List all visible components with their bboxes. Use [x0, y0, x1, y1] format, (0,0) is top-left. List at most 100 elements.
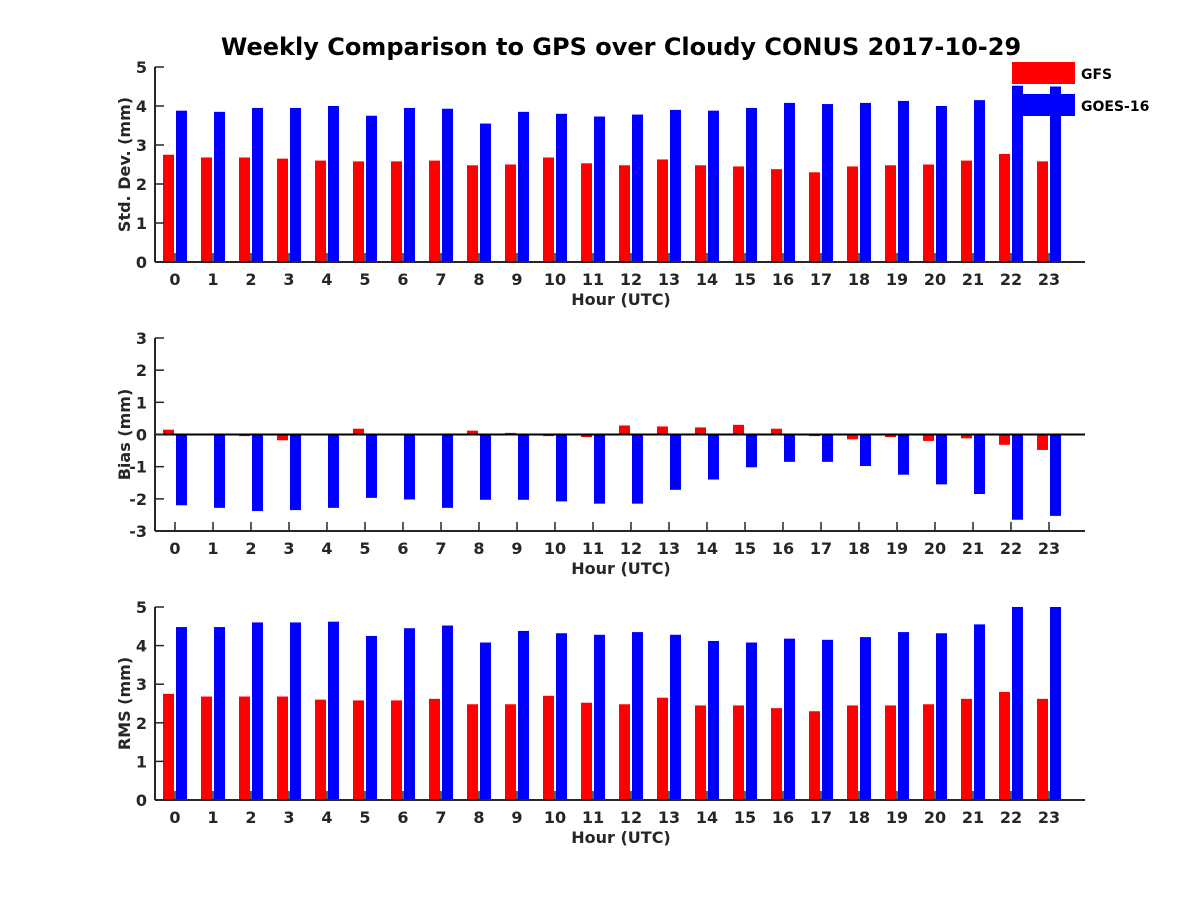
bar-goes-16-hour-7 — [442, 625, 453, 800]
x-tick-label: 11 — [582, 270, 604, 289]
bar-gfs-hour-6 — [391, 700, 402, 800]
x-tick-label: 19 — [886, 808, 908, 827]
x-tick-label: 22 — [1000, 808, 1022, 827]
bar-goes-16-hour-16 — [784, 638, 795, 800]
x-tick-label: 10 — [544, 539, 566, 558]
bar-goes-16-hour-8 — [480, 434, 491, 500]
bar-gfs-hour-4 — [315, 160, 326, 262]
x-tick-label: 15 — [734, 270, 756, 289]
bar-goes-16-hour-0 — [176, 110, 187, 263]
x-tick-label: 14 — [696, 270, 718, 289]
x-tick-label: 20 — [924, 270, 946, 289]
x-tick-label: 18 — [848, 270, 870, 289]
bar-goes-16-hour-22 — [1012, 85, 1023, 262]
bar-goes-16-hour-4 — [328, 621, 339, 800]
x-tick-label: 5 — [359, 539, 370, 558]
x-tick-label: 20 — [924, 808, 946, 827]
y-tick-label: 3 — [136, 136, 147, 155]
bar-goes-16-hour-20 — [936, 106, 947, 262]
bar-gfs-hour-17 — [809, 711, 820, 800]
x-tick-label: 4 — [321, 270, 332, 289]
x-tick-label: 11 — [582, 539, 604, 558]
bar-goes-16-hour-8 — [480, 642, 491, 800]
x-tick-label: 8 — [473, 808, 484, 827]
x-tick-label: 16 — [772, 808, 794, 827]
bar-gfs-hour-8 — [467, 704, 478, 800]
x-tick-label: 17 — [810, 808, 832, 827]
bar-goes-16-hour-11 — [594, 434, 605, 504]
bar-gfs-hour-16 — [771, 428, 782, 435]
bar-goes-16-hour-3 — [290, 434, 301, 511]
y-tick-label: 1 — [136, 393, 147, 412]
bar-gfs-hour-12 — [619, 425, 630, 435]
y-tick-label: 2 — [136, 361, 147, 380]
bar-gfs-hour-11 — [581, 434, 592, 438]
x-tick-label: 19 — [886, 539, 908, 558]
bar-gfs-hour-13 — [657, 159, 668, 262]
x-tick-label: 16 — [772, 539, 794, 558]
bar-goes-16-hour-23 — [1050, 607, 1061, 800]
bar-gfs-hour-6 — [391, 161, 402, 262]
bar-goes-16-hour-16 — [784, 102, 795, 262]
legend-label: GOES-16 — [1081, 99, 1149, 115]
bar-gfs-hour-3 — [277, 158, 288, 262]
y-tick-label: 0 — [136, 253, 147, 272]
x-tick-label: 0 — [169, 270, 180, 289]
x-tick-label: 12 — [620, 808, 642, 827]
bar-goes-16-hour-0 — [176, 627, 187, 800]
bar-gfs-hour-19 — [885, 165, 896, 262]
bar-gfs-hour-21 — [961, 698, 972, 800]
bar-gfs-hour-4 — [315, 699, 326, 800]
bar-goes-16-hour-21 — [974, 624, 985, 800]
bar-gfs-hour-9 — [505, 704, 516, 800]
y-tick-label: 1 — [136, 752, 147, 771]
bar-gfs-hour-19 — [885, 434, 896, 438]
bar-goes-16-hour-14 — [708, 640, 719, 800]
bar-goes-16-hour-15 — [746, 434, 757, 468]
bar-gfs-hour-18 — [847, 434, 858, 440]
x-tick-label: 14 — [696, 808, 718, 827]
bar-gfs-hour-22 — [999, 153, 1010, 262]
bar-goes-16-hour-1 — [214, 434, 225, 508]
x-tick-label: 11 — [582, 808, 604, 827]
bar-goes-16-hour-0 — [176, 434, 187, 506]
x-tick-label: 10 — [544, 270, 566, 289]
bar-gfs-hour-16 — [771, 169, 782, 262]
x-tick-label: 7 — [435, 539, 446, 558]
bar-goes-16-hour-2 — [252, 107, 263, 262]
bar-gfs-hour-17 — [809, 172, 820, 262]
x-tick-label: 21 — [962, 808, 984, 827]
y-tick-label: 4 — [136, 637, 147, 656]
bar-goes-16-hour-20 — [936, 633, 947, 800]
bar-gfs-hour-16 — [771, 708, 782, 800]
bar-goes-16-hour-9 — [518, 434, 529, 500]
bar-gfs-hour-14 — [695, 427, 706, 435]
bar-goes-16-hour-21 — [974, 100, 985, 263]
y-tick-label: 5 — [136, 58, 147, 77]
bar-gfs-hour-18 — [847, 705, 858, 800]
x-tick-label: 2 — [245, 539, 256, 558]
y-axis-label: RMS (mm) — [115, 657, 134, 750]
legend-swatch-gfs — [1012, 62, 1075, 84]
bar-goes-16-hour-10 — [556, 113, 567, 262]
bar-goes-16-hour-4 — [328, 106, 339, 262]
x-tick-label: 3 — [283, 539, 294, 558]
x-tick-label: 22 — [1000, 539, 1022, 558]
bar-gfs-hour-8 — [467, 430, 478, 435]
bar-goes-16-hour-23 — [1050, 434, 1061, 516]
y-axis-label: Bias (mm) — [115, 389, 134, 481]
bar-goes-16-hour-9 — [518, 111, 529, 262]
x-tick-label: 18 — [848, 808, 870, 827]
x-tick-label: 1 — [207, 270, 218, 289]
y-tick-label: 2 — [136, 175, 147, 194]
x-tick-label: 15 — [734, 539, 756, 558]
bar-gfs-hour-20 — [923, 434, 934, 441]
bar-goes-16-hour-18 — [860, 434, 871, 467]
x-tick-label: 8 — [473, 539, 484, 558]
x-tick-label: 5 — [359, 270, 370, 289]
bar-goes-16-hour-11 — [594, 116, 605, 262]
x-tick-label: 3 — [283, 808, 294, 827]
bar-goes-16-hour-6 — [404, 434, 415, 500]
x-tick-label: 2 — [245, 808, 256, 827]
bar-gfs-hour-13 — [657, 426, 668, 435]
